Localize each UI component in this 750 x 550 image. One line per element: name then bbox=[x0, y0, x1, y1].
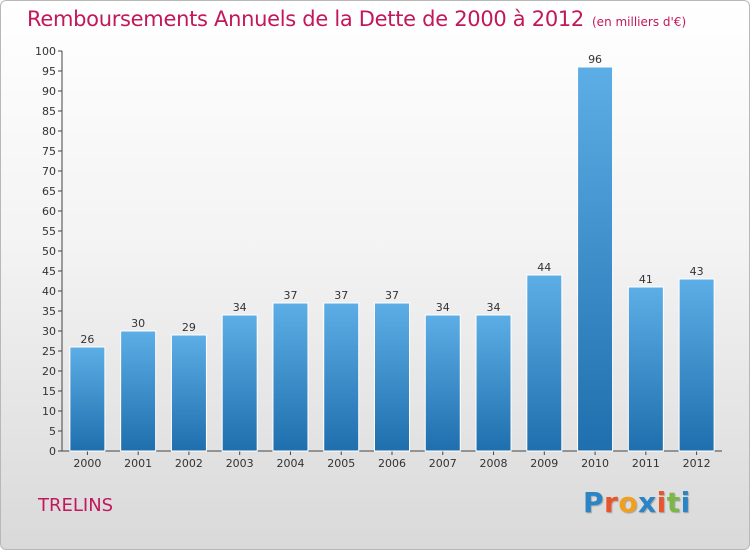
bar-2011 bbox=[627, 286, 664, 452]
y-tick-label: 10 bbox=[42, 405, 56, 418]
bar-2003 bbox=[221, 314, 258, 452]
y-tick-label: 90 bbox=[42, 85, 56, 98]
y-tick-label: 75 bbox=[42, 145, 56, 158]
bar-2007 bbox=[424, 314, 461, 452]
x-tick-label-2009: 2009 bbox=[530, 457, 558, 470]
x-tick-label-2010: 2010 bbox=[581, 457, 609, 470]
value-label-2009: 44 bbox=[537, 261, 551, 274]
y-tick-label: 25 bbox=[42, 345, 56, 358]
bar-2009 bbox=[526, 274, 563, 452]
value-label-2010: 96 bbox=[588, 53, 602, 66]
y-tick-label: 40 bbox=[42, 285, 56, 298]
value-label-2001: 30 bbox=[131, 317, 145, 330]
bar-2008 bbox=[475, 314, 512, 452]
y-tick-label: 50 bbox=[42, 245, 56, 258]
logo-letter: t bbox=[666, 486, 681, 519]
logo-letter: i bbox=[656, 486, 667, 519]
proxiti-logo: Proxiti bbox=[583, 486, 691, 519]
x-tick-label-2005: 2005 bbox=[327, 457, 355, 470]
logo-letter: r bbox=[604, 486, 619, 519]
value-label-2012: 43 bbox=[690, 265, 704, 278]
y-tick-label: 5 bbox=[49, 425, 56, 438]
x-tick-label-2012: 2012 bbox=[683, 457, 711, 470]
y-tick-label: 65 bbox=[42, 185, 56, 198]
bar-2002 bbox=[170, 334, 207, 452]
logo-letter: P bbox=[583, 486, 605, 519]
value-label-2003: 34 bbox=[233, 301, 247, 314]
x-tick-label-2011: 2011 bbox=[632, 457, 660, 470]
y-tick-label: 70 bbox=[42, 165, 56, 178]
y-tick-label: 95 bbox=[42, 65, 56, 78]
bar-2010 bbox=[577, 66, 614, 452]
value-label-2004: 37 bbox=[283, 289, 297, 302]
title-text: Remboursements Annuels de la Dette de 20… bbox=[27, 7, 584, 31]
y-tick-label: 85 bbox=[42, 105, 56, 118]
bar-2005 bbox=[323, 302, 360, 452]
y-tick-label: 55 bbox=[42, 225, 56, 238]
x-tick-label-2000: 2000 bbox=[73, 457, 101, 470]
y-tick-label: 80 bbox=[42, 125, 56, 138]
bar-2012 bbox=[678, 278, 715, 452]
x-tick-label-2002: 2002 bbox=[175, 457, 203, 470]
value-label-2007: 34 bbox=[436, 301, 450, 314]
x-tick-label-2003: 2003 bbox=[226, 457, 254, 470]
value-label-2011: 41 bbox=[639, 273, 653, 286]
x-tick-label-2006: 2006 bbox=[378, 457, 406, 470]
value-label-2000: 26 bbox=[80, 333, 94, 346]
bar-2000 bbox=[69, 346, 106, 452]
value-label-2008: 34 bbox=[487, 301, 501, 314]
y-tick-label: 0 bbox=[49, 445, 56, 458]
y-tick-label: 20 bbox=[42, 365, 56, 378]
bar-2001 bbox=[120, 330, 157, 452]
x-tick-label-2007: 2007 bbox=[429, 457, 457, 470]
y-tick-label: 60 bbox=[42, 205, 56, 218]
x-tick-label-2004: 2004 bbox=[276, 457, 304, 470]
x-tick-label-2008: 2008 bbox=[480, 457, 508, 470]
bar-2004 bbox=[272, 302, 309, 452]
logo-letter: x bbox=[638, 486, 657, 519]
y-tick-label: 100 bbox=[35, 45, 56, 58]
x-tick-label-2001: 2001 bbox=[124, 457, 152, 470]
y-tick-label: 15 bbox=[42, 385, 56, 398]
value-label-2006: 37 bbox=[385, 289, 399, 302]
bar-2006 bbox=[374, 302, 410, 452]
value-label-2005: 37 bbox=[334, 289, 348, 302]
logo-letter: o bbox=[618, 486, 639, 519]
logo-letter: i bbox=[680, 486, 691, 519]
chart-title: Remboursements Annuels de la Dette de 20… bbox=[27, 7, 686, 31]
y-tick-label: 35 bbox=[42, 305, 56, 318]
town-name: TRELINS bbox=[38, 495, 114, 516]
y-tick-label: 45 bbox=[42, 265, 56, 278]
unit-label: (en milliers d'€) bbox=[592, 15, 687, 29]
value-label-2002: 29 bbox=[182, 321, 196, 334]
y-tick-label: 30 bbox=[42, 325, 56, 338]
